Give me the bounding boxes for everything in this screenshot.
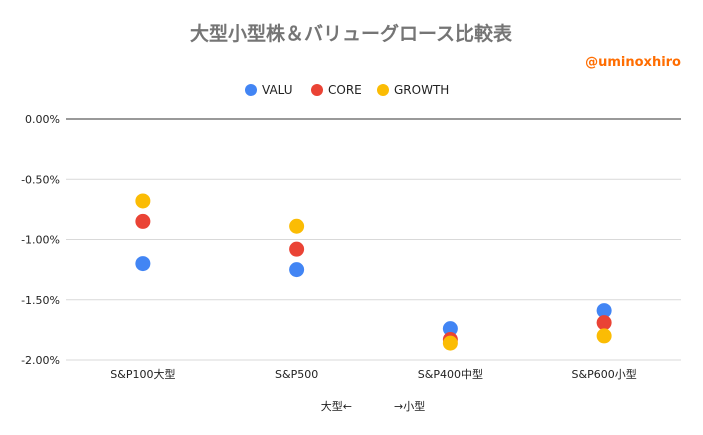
legend-marker-growth	[377, 84, 389, 96]
point-valu	[596, 303, 612, 319]
y-tick-label: -2.00%	[21, 354, 60, 367]
x-tick-label: S&P400中型	[418, 367, 483, 381]
legend-marker-core	[311, 84, 323, 96]
data-points	[135, 193, 612, 351]
legend-label-core: CORE	[328, 83, 362, 97]
x-tick-label: S&P600小型	[572, 367, 637, 381]
legend-label-valu: VALU	[262, 83, 293, 97]
point-core	[596, 315, 612, 331]
legend: VALU CORE GROWTH	[245, 83, 449, 97]
legend-marker-valu	[245, 84, 257, 96]
point-growth	[442, 335, 458, 351]
legend-label-growth: GROWTH	[394, 83, 449, 97]
x-tick-label: S&P500	[275, 368, 318, 381]
y-axis-ticks: 0.00% -0.50% -1.00% -1.50% -2.00%	[21, 113, 60, 367]
point-core	[135, 213, 151, 229]
y-tick-label: -1.00%	[21, 234, 60, 247]
point-valu	[289, 262, 305, 278]
y-tick-label: -0.50%	[21, 173, 60, 186]
point-growth	[289, 218, 305, 234]
credit-label: @uminoxhiro	[585, 55, 681, 70]
point-valu	[135, 256, 151, 272]
y-tick-label: -1.50%	[21, 294, 60, 307]
point-growth	[596, 328, 612, 344]
x-tick-label: S&P100大型	[110, 367, 175, 381]
point-growth	[135, 193, 151, 209]
y-tick-label: 0.00%	[25, 113, 60, 126]
point-core	[289, 241, 305, 257]
point-valu	[442, 321, 458, 337]
gridlines	[66, 118, 681, 361]
x-axis-label: 大型← →小型	[321, 399, 425, 413]
x-axis-ticks: S&P100大型 S&P500 S&P400中型 S&P600小型	[110, 367, 636, 381]
chart-title: 大型小型株＆バリューグロース比較表	[190, 22, 513, 45]
